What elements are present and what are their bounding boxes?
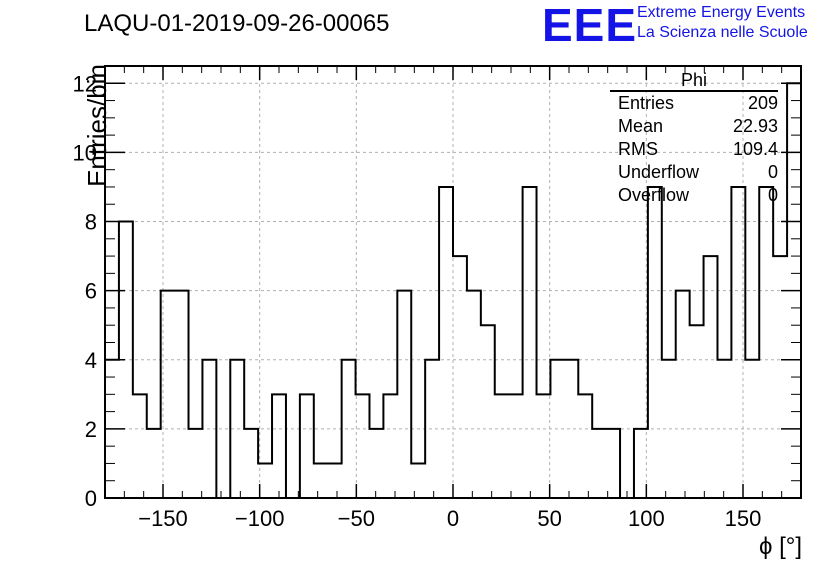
- chart-title: LAQU-01-2019-09-26-00065: [84, 10, 390, 37]
- x-tick-label: 100: [628, 506, 665, 531]
- stats-row-entries: Entries 209: [610, 92, 778, 115]
- axis-ticks: [105, 66, 801, 499]
- y-tick-label: 6: [85, 279, 97, 304]
- stats-label: RMS: [618, 139, 658, 159]
- stats-row-rms: RMS 109.4: [610, 138, 778, 161]
- stats-row-mean: Mean 22.93: [610, 115, 778, 138]
- x-tick-label: 50: [537, 506, 561, 531]
- plot-frame: [104, 65, 802, 499]
- stats-value: 209: [747, 93, 778, 113]
- y-tick-label: 12: [73, 71, 97, 96]
- tick-labels: −150 −100 −50 0 50 100 150 0 2 4 6 8 10 12: [73, 71, 762, 531]
- y-tick-label: 4: [85, 348, 97, 373]
- stats-label: Underflow: [618, 162, 700, 182]
- stats-box: Phi Entries 209 Mean 22.93 RMS 109.4 Und…: [610, 70, 778, 207]
- grid-lines: [105, 66, 801, 498]
- stats-title: Phi: [610, 70, 778, 92]
- stats-value: 0: [767, 162, 778, 182]
- stats-value: 22.93: [732, 116, 778, 136]
- stats-label: Mean: [618, 116, 664, 136]
- logo-line-2: La Scienza nelle Scuole: [637, 24, 808, 41]
- logo-line-1: Extreme Energy Events: [637, 4, 806, 21]
- y-tick-label: 10: [73, 140, 97, 165]
- x-tick-label: −100: [235, 506, 285, 531]
- x-axis-label: ϕ [°]: [758, 533, 802, 560]
- stats-value: 0: [767, 185, 778, 205]
- eee-logo: EEE: [542, 0, 638, 51]
- x-tick-label: 0: [447, 506, 459, 531]
- stats-row-underflow: Underflow 0: [610, 161, 778, 184]
- stats-label: Entries: [618, 93, 675, 113]
- y-tick-label: 8: [85, 210, 97, 235]
- y-axis-label: Entries/bin: [81, 64, 112, 187]
- x-tick-label: 150: [725, 506, 762, 531]
- y-tick-label: 0: [85, 486, 97, 511]
- stats-row-overflow: Overflow 0: [610, 184, 778, 207]
- x-tick-label: −50: [338, 506, 375, 531]
- stats-value: 109.4: [732, 139, 778, 159]
- x-tick-label: −150: [138, 506, 188, 531]
- y-tick-label: 2: [85, 417, 97, 442]
- stats-label: Overflow: [618, 185, 690, 205]
